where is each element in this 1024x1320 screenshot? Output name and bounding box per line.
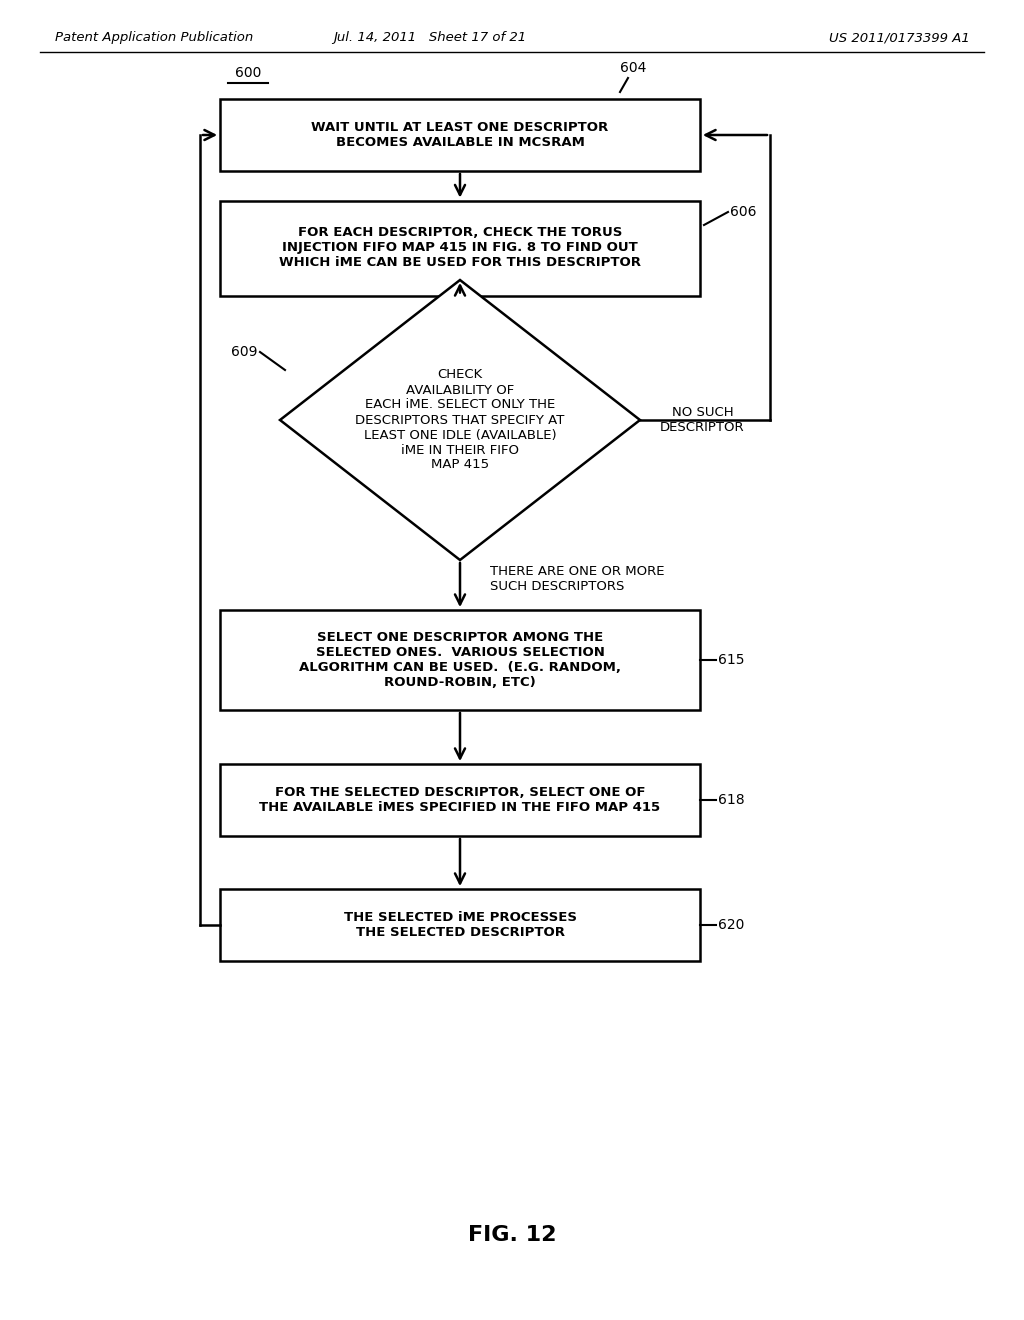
Text: THE SELECTED iME PROCESSES
THE SELECTED DESCRIPTOR: THE SELECTED iME PROCESSES THE SELECTED … (343, 911, 577, 939)
Text: THERE ARE ONE OR MORE
SUCH DESCRIPTORS: THERE ARE ONE OR MORE SUCH DESCRIPTORS (490, 565, 665, 593)
Text: FOR EACH DESCRIPTOR, CHECK THE TORUS
INJECTION FIFO MAP 415 IN FIG. 8 TO FIND OU: FOR EACH DESCRIPTOR, CHECK THE TORUS INJ… (279, 227, 641, 269)
Text: CHECK
AVAILABILITY OF
EACH iME. SELECT ONLY THE
DESCRIPTORS THAT SPECIFY AT
LEAS: CHECK AVAILABILITY OF EACH iME. SELECT O… (355, 368, 564, 471)
Bar (220, 610, 700, 710)
Bar (220, 764, 700, 836)
Text: US 2011/0173399 A1: US 2011/0173399 A1 (829, 32, 970, 45)
Text: FOR THE SELECTED DESCRIPTOR, SELECT ONE OF
THE AVAILABLE iMES SPECIFIED IN THE F: FOR THE SELECTED DESCRIPTOR, SELECT ONE … (259, 785, 660, 814)
Text: FIG. 12: FIG. 12 (468, 1225, 556, 1245)
Polygon shape (280, 280, 640, 560)
Text: SELECT ONE DESCRIPTOR AMONG THE
SELECTED ONES.  VARIOUS SELECTION
ALGORITHM CAN : SELECT ONE DESCRIPTOR AMONG THE SELECTED… (299, 631, 621, 689)
Text: 618: 618 (718, 793, 744, 807)
Text: Jul. 14, 2011   Sheet 17 of 21: Jul. 14, 2011 Sheet 17 of 21 (334, 32, 526, 45)
Text: 604: 604 (620, 61, 646, 75)
Text: 606: 606 (730, 205, 757, 219)
Text: WAIT UNTIL AT LEAST ONE DESCRIPTOR
BECOMES AVAILABLE IN MCSRAM: WAIT UNTIL AT LEAST ONE DESCRIPTOR BECOM… (311, 121, 608, 149)
Text: 600: 600 (234, 66, 261, 81)
Text: NO SUCH
DESCRIPTOR: NO SUCH DESCRIPTOR (660, 407, 744, 434)
Bar (220, 99, 700, 172)
Bar (220, 888, 700, 961)
Text: Patent Application Publication: Patent Application Publication (55, 32, 253, 45)
Text: 620: 620 (718, 917, 744, 932)
Bar (220, 201, 700, 296)
Text: 615: 615 (718, 653, 744, 667)
Text: 609: 609 (231, 345, 258, 359)
